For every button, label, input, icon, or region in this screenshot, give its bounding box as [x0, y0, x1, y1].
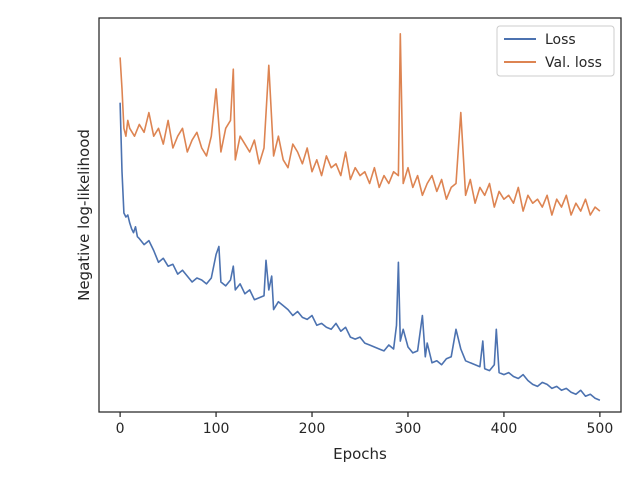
legend-label-val-loss: Val. loss [545, 55, 602, 71]
series-line-val-loss [119, 32, 601, 216]
x-axis-label: Epochs [333, 445, 387, 463]
y-axis-label: Negative log-likelihood [75, 129, 93, 301]
series-layer [119, 32, 601, 401]
plot-background [99, 18, 621, 412]
plot-frame [98, 17, 622, 413]
legend-label-loss: Loss [545, 32, 576, 48]
x-tick-label: 400 [491, 421, 518, 437]
legend: Loss Val. loss [496, 25, 615, 77]
x-tick-label: 100 [203, 421, 230, 437]
x-axis: 0 100 200 300 400 500 [116, 412, 614, 437]
series-line-loss [119, 102, 601, 401]
x-tick-label: 500 [587, 421, 614, 437]
x-tick-label: 300 [395, 421, 422, 437]
x-tick-label: 200 [299, 421, 326, 437]
x-tick-label: 0 [116, 421, 125, 437]
